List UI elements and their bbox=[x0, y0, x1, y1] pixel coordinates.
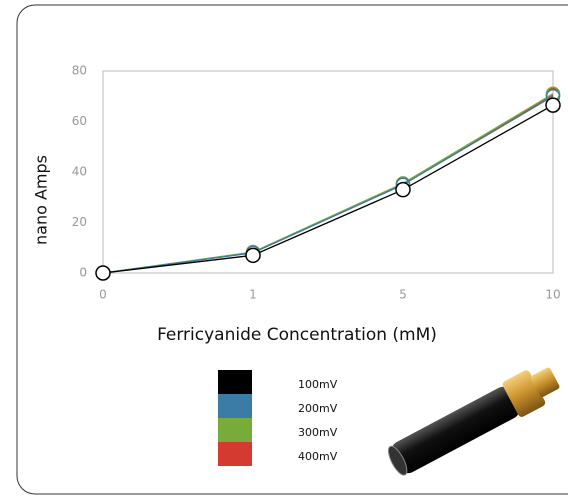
legend-label: 300mV bbox=[298, 426, 338, 439]
y-tick-label: 60 bbox=[72, 114, 87, 128]
legend-swatch bbox=[218, 418, 252, 442]
y-tick-label: 80 bbox=[72, 64, 87, 78]
marker bbox=[546, 98, 560, 112]
legend-label: 100mV bbox=[298, 378, 338, 391]
x-tick-label: 5 bbox=[399, 288, 407, 302]
x-tick-label: 0 bbox=[99, 288, 107, 302]
x-tick-label: 10 bbox=[545, 288, 560, 302]
legend-swatch bbox=[218, 370, 252, 394]
chart: nano Amps Ferricyanide Concentration (mM… bbox=[0, 0, 568, 499]
y-tick-label: 0 bbox=[79, 266, 87, 280]
page: {"chart_data": {"type": "line", "categor… bbox=[0, 0, 568, 499]
y-tick-label: 40 bbox=[72, 165, 87, 179]
legend-label: 400mV bbox=[298, 450, 338, 463]
x-tick-label: 1 bbox=[249, 288, 257, 302]
y-axis-title: nano Amps bbox=[32, 155, 51, 245]
legend-swatch bbox=[218, 442, 252, 466]
legend-swatch bbox=[218, 394, 252, 418]
marker bbox=[246, 248, 260, 262]
legend-label: 200mV bbox=[298, 402, 338, 415]
x-axis-title: Ferricyanide Concentration (mM) bbox=[157, 325, 437, 345]
y-tick-label: 20 bbox=[72, 215, 87, 229]
marker bbox=[96, 266, 110, 280]
marker bbox=[396, 183, 410, 197]
